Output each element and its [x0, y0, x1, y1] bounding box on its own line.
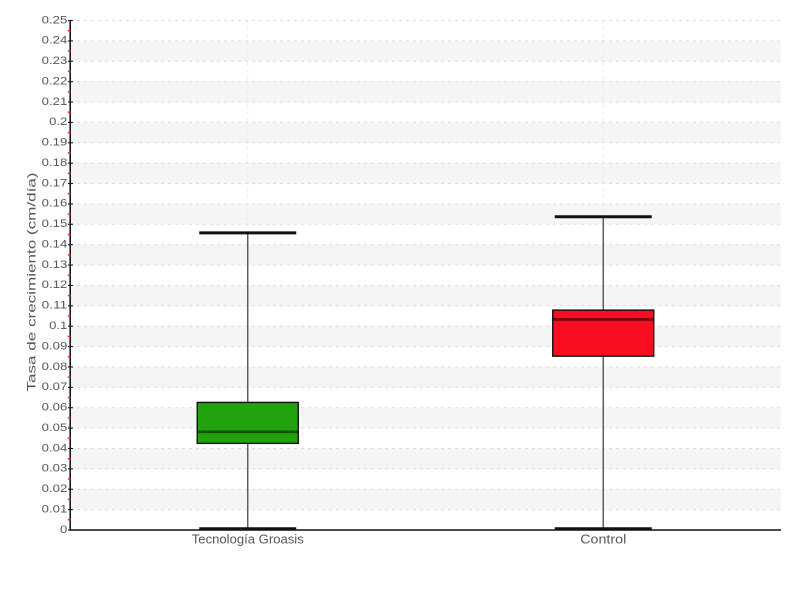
svg-text:0.09: 0.09 — [42, 340, 68, 352]
svg-text:0.16: 0.16 — [42, 198, 68, 210]
svg-text:0.2: 0.2 — [49, 116, 67, 128]
svg-text:Tasa de crecimiento (cm/día): Tasa de crecimiento (cm/día) — [24, 173, 38, 392]
svg-text:0.21: 0.21 — [42, 96, 68, 108]
svg-text:0.17: 0.17 — [42, 177, 68, 189]
svg-text:0.03: 0.03 — [42, 463, 68, 475]
svg-text:0.23: 0.23 — [42, 55, 68, 67]
svg-text:0.13: 0.13 — [42, 259, 68, 271]
svg-text:0.07: 0.07 — [42, 381, 68, 393]
svg-text:0.24: 0.24 — [42, 35, 68, 47]
svg-text:0.05: 0.05 — [42, 422, 68, 434]
svg-text:0.25: 0.25 — [42, 14, 68, 26]
svg-text:Control: Control — [580, 532, 626, 547]
svg-text:0.06: 0.06 — [42, 402, 68, 414]
svg-text:Tecnología Groasis: Tecnología Groasis — [192, 532, 305, 547]
svg-text:0.02: 0.02 — [42, 483, 68, 495]
svg-text:0.12: 0.12 — [42, 279, 68, 291]
svg-text:0.15: 0.15 — [42, 218, 68, 230]
svg-text:0.18: 0.18 — [42, 157, 68, 169]
svg-text:0.1: 0.1 — [49, 320, 67, 332]
svg-text:0.14: 0.14 — [42, 238, 68, 250]
svg-text:0.22: 0.22 — [42, 75, 68, 87]
svg-text:0.19: 0.19 — [42, 137, 68, 149]
svg-text:0.01: 0.01 — [42, 503, 68, 515]
svg-text:0: 0 — [60, 524, 67, 536]
svg-text:0.11: 0.11 — [42, 300, 68, 312]
svg-text:0.08: 0.08 — [42, 361, 68, 373]
svg-text:0.04: 0.04 — [42, 442, 68, 454]
